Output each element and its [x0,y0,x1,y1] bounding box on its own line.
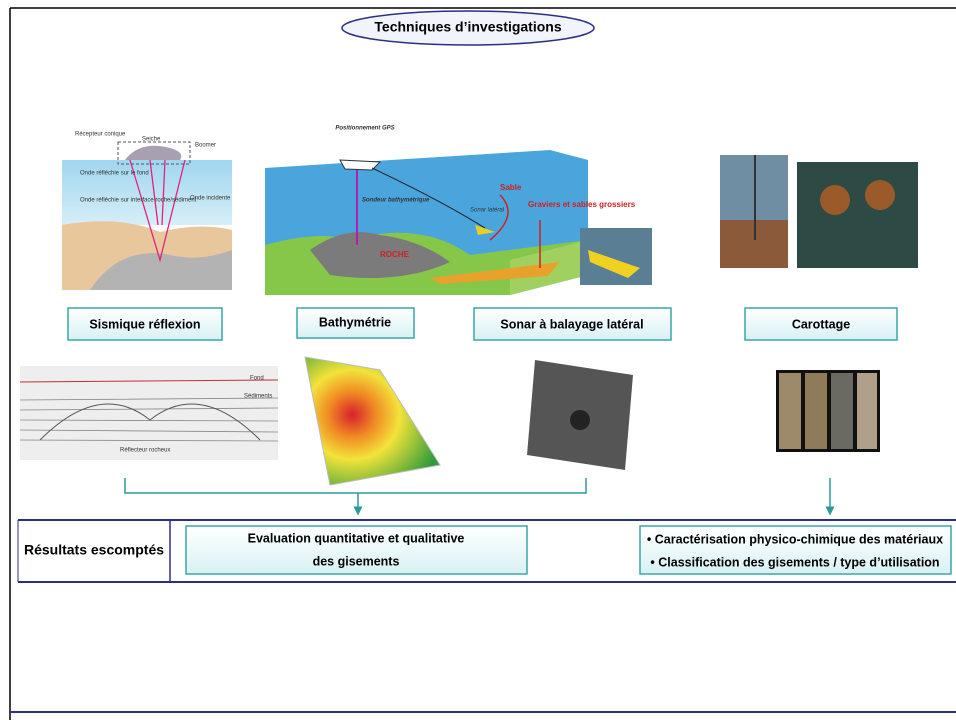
annotation: Onde incidente [190,196,231,202]
annotation: ROCHE [380,250,410,259]
technique-box [744,307,898,341]
annotation: Sonar latéral [470,208,505,214]
results-heading: Résultats escomptés [24,542,164,558]
result-box [185,525,528,575]
annotation: Boomer [195,143,216,149]
annotation: Graviers et sables grossiers [528,200,636,209]
annotation: Positionnement GPS [335,126,394,132]
technique-label: Bathymétrie [319,315,391,329]
sonar-image [570,410,590,430]
result-text: des gisements [313,554,400,568]
title: Techniques d’investigations [374,19,561,35]
technique-box [473,307,672,341]
annotation: Onde réfléchie sur interface roche/sédim… [80,198,197,204]
title-ellipse [341,10,595,46]
annotation: Récepteur conique [75,132,126,138]
technique-label: Sonar à balayage latéral [500,317,643,331]
profile-label: Réflecteur rocheux [120,448,170,454]
technique-label: Carottage [792,317,850,331]
result-box [639,525,952,575]
sonar-photo [580,228,652,285]
profile-label: Fond [250,376,264,382]
annotation: Onde réfléchie sur le fond [80,171,149,177]
annotation: Sondeur bathymétrique [362,198,430,204]
technique-box [67,307,223,341]
seismic-profile: Fond Sédiments Réflecteur rocheux [19,366,279,460]
bathymetry-map [304,356,441,486]
connector [124,478,587,494]
bathymetry-illustration: Positionnement GPS Sondeur bathymétrique… [265,126,636,295]
result-text: Evaluation quantitative et qualitative [248,531,465,545]
result-text: • Caractérisation physico-chimique des m… [647,532,943,546]
annotation: Seiche [142,137,161,143]
core-photos [776,370,880,452]
result-text: • Classification des gisements / type d’… [650,555,939,569]
seismic-illustration: Récepteur conique Seiche Boomer Onde réf… [62,130,232,290]
annotation: Sable [500,183,522,192]
coring-photos [720,155,918,268]
technique-label: Sismique réflexion [89,317,200,331]
technique-box [296,307,415,339]
profile-label: Sédiments [244,394,272,400]
